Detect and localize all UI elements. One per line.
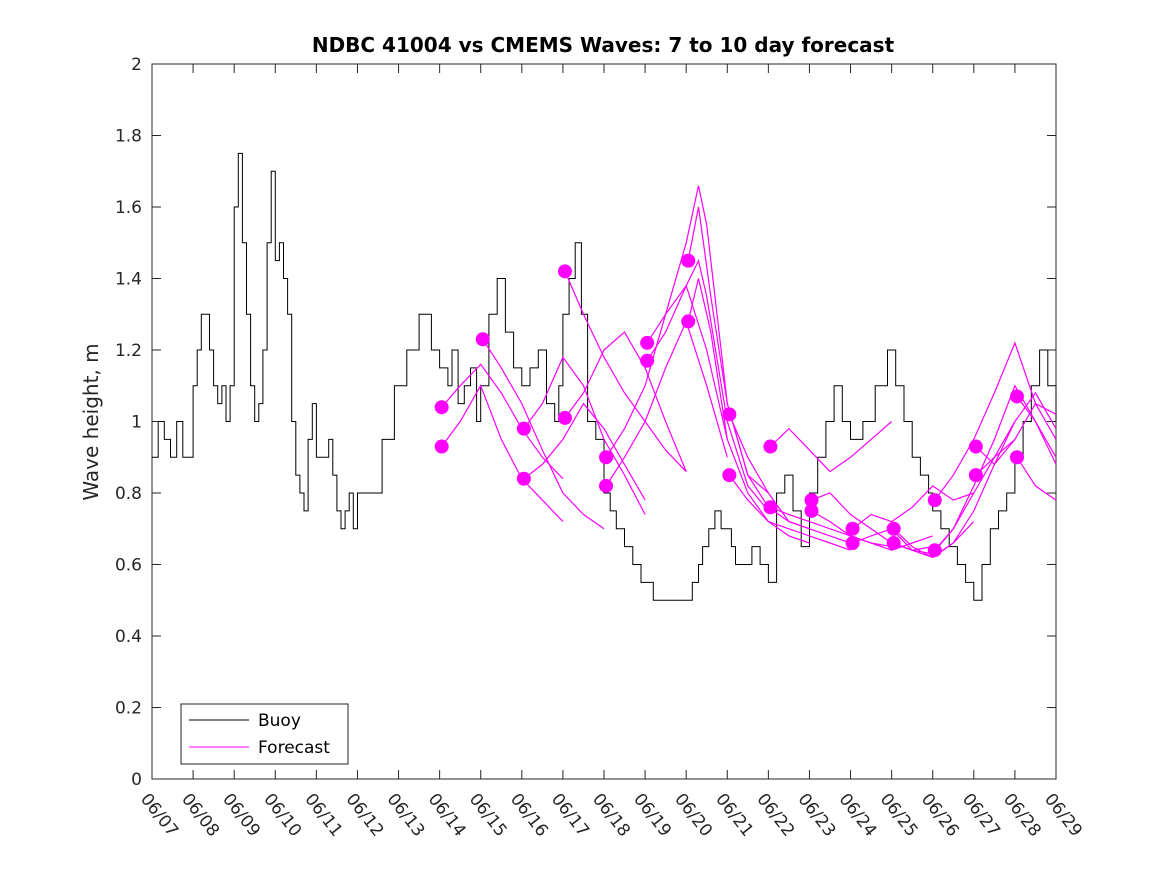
forecast-series-line [975,402,1057,466]
forecast-start-point [516,471,531,486]
legend-forecast-label: Forecast [258,738,330,758]
x-tick-label: 06/28 [999,790,1045,841]
y-tick-label: 0.8 [115,484,142,504]
forecast-start-point [1009,450,1024,465]
forecast-start-point [640,335,655,350]
forecast-series-line [605,319,728,487]
x-tick-label: 06/17 [547,790,593,841]
forecast-start-point [599,478,614,493]
forecast-start-point [640,353,655,368]
forecast-start-point [1009,389,1024,404]
forecast-series-line [769,421,892,473]
forecast-series-line [564,271,687,473]
y-tick-label: 2 [131,55,142,75]
forecast-series-line [482,338,605,530]
forecast-series-line [687,206,810,530]
forecast-start-point [722,468,737,483]
y-tick-label: 1 [131,413,142,433]
y-tick-label: 0.6 [115,556,142,576]
x-tick-label: 06/25 [876,790,922,841]
forecast-start-point [968,439,983,454]
buoy-series-line [152,152,1057,601]
x-tick-label: 06/29 [1040,790,1086,841]
x-tick-label: 06/23 [794,790,840,841]
forecast-start-point [845,536,860,551]
x-tick-label: 06/21 [711,790,757,841]
forecast-start-point [886,536,901,551]
forecast-series-line [728,414,851,544]
forecast-series-line [646,185,769,494]
forecast-series-line [687,278,810,544]
forecast-series-line [523,402,646,501]
y-tick-label: 1.4 [115,270,142,290]
forecast-start-point [763,500,778,515]
forecast-series-line [811,510,933,551]
forecast-start-point [475,332,490,347]
plot-frame [151,63,1057,780]
forecast-start-point [434,439,449,454]
forecast-start-point [722,407,737,422]
forecast-start-point [557,410,572,425]
forecast-series-line [975,391,1057,476]
forecast-series-line [441,363,564,480]
x-tick-label: 06/13 [383,790,429,841]
x-tick-label: 06/12 [342,790,388,841]
x-tick-label: 06/24 [835,790,881,841]
forecast-start-point [681,314,696,329]
x-tick-label: 06/20 [670,790,716,841]
forecast-start-point [845,521,860,536]
forecast-series-line [1016,396,1057,465]
x-tick-label: 06/22 [752,790,798,841]
legend-buoy-label: Buoy [258,711,301,731]
forecast-start-point [763,439,778,454]
x-tick-label: 06/27 [958,790,1004,841]
forecast-start-point [516,421,531,436]
forecast-start-point [804,493,819,508]
forecast-start-point [886,521,901,536]
legend: Buoy Forecast [180,703,349,765]
x-tick-label: 06/10 [259,790,305,841]
x-tick-label: 06/14 [424,790,470,841]
y-tick-label: 0 [131,770,142,790]
x-tick-label: 06/18 [588,790,634,841]
forecast-series-line [770,506,892,548]
x-tick-label: 06/19 [629,790,675,841]
x-tick-label: 06/15 [465,790,511,841]
y-tick-label: 1.2 [115,341,142,361]
y-tick-label: 0.4 [115,627,142,647]
x-tick-label: 06/07 [136,790,182,841]
forecast-start-point [927,543,942,558]
y-axis-label: Wave height, m [79,343,103,500]
x-tick-label: 06/16 [506,790,552,841]
x-tick-label: 06/09 [218,790,264,841]
forecast-start-point [804,503,819,518]
forecast-series-line [441,384,564,523]
forecast-series-line [564,331,687,472]
legend-box [180,703,349,765]
forecast-series-line [934,341,1057,501]
x-tick-label: 06/08 [177,790,223,841]
x-tick-label: 06/11 [300,790,346,841]
chart-title: NDBC 41004 vs CMEMS Waves: 7 to 10 day f… [312,33,895,57]
y-tick-label: 0.2 [115,699,142,719]
forecast-series-line [523,356,646,515]
forecast-series-line [934,384,1057,551]
y-tick-label: 1.6 [115,198,142,218]
forecast-series-line [1016,456,1057,501]
forecast-start-point [927,493,942,508]
y-tick-label: 1.8 [115,127,142,147]
forecast-start-point [557,264,572,279]
forecast-series-line [646,258,769,512]
forecast-start-point [968,468,983,483]
x-tick-label: 06/26 [917,790,963,841]
forecast-series-line [728,474,851,551]
forecast-start-point [599,450,614,465]
forecast-start-point [434,400,449,415]
forecast-series-line [852,485,974,530]
forecast-start-point [681,253,696,268]
